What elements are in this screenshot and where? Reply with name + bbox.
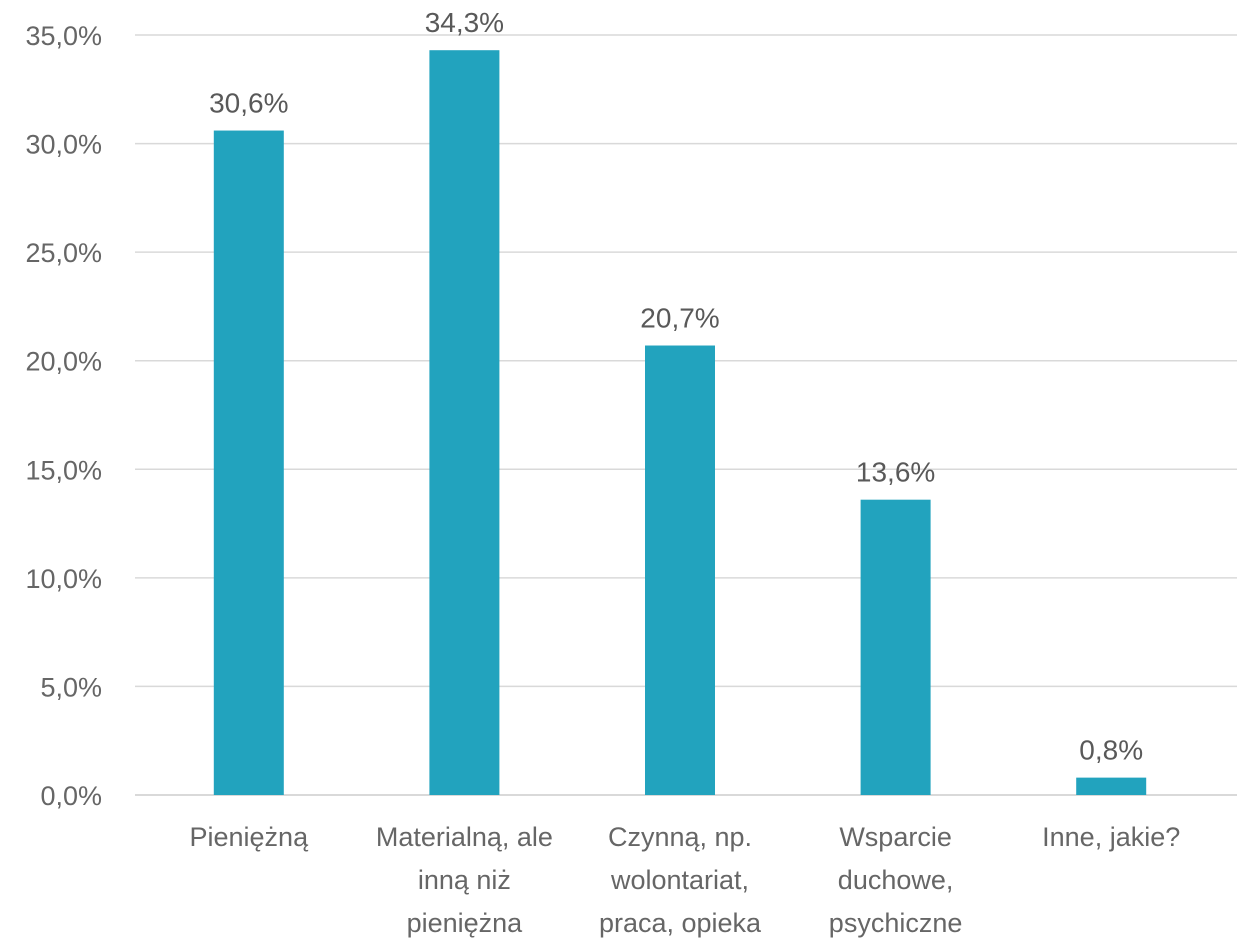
y-tick-label: 5,0% — [40, 672, 102, 702]
x-category-label: Pieniężną — [190, 822, 310, 852]
x-category-label: Inne, jakie? — [1042, 822, 1180, 852]
data-labels: 30,6% 34,3% 20,7% 13,6% 0,8% — [209, 7, 1143, 765]
bar — [860, 499, 931, 795]
data-label: 13,6% — [856, 457, 935, 488]
x-axis-categories: Pieniężną Materialną, ale inną niż pieniężn… — [190, 822, 1181, 938]
bar — [429, 50, 500, 795]
data-label: 34,3% — [425, 7, 504, 38]
bar — [213, 130, 284, 796]
bar — [1076, 777, 1147, 795]
data-label: 20,7% — [640, 303, 719, 334]
data-label: 0,8% — [1079, 735, 1143, 766]
y-tick-label: 0,0% — [40, 781, 102, 811]
y-tick-label: 10,0% — [25, 564, 102, 594]
x-category-label: Czynną, np. wolontariat, praca, opieka — [599, 822, 762, 938]
data-label: 30,6% — [209, 88, 288, 119]
y-tick-label: 15,0% — [25, 455, 102, 485]
x-category-label: Materialną, ale inną niż pieniężna — [376, 822, 553, 938]
y-tick-label: 30,0% — [25, 130, 102, 160]
bar — [645, 345, 715, 795]
y-tick-label: 35,0% — [25, 21, 102, 51]
y-tick-label: 20,0% — [25, 347, 102, 377]
bars — [213, 50, 1147, 796]
y-tick-label: 25,0% — [25, 238, 102, 268]
y-axis-ticks: 0,0% 5,0% 10,0% 15,0% 20,0% 25,0% 30,0% 35,0% — [25, 21, 102, 811]
x-category-label: Wsparcie duchowe, psychiczne — [829, 822, 963, 938]
